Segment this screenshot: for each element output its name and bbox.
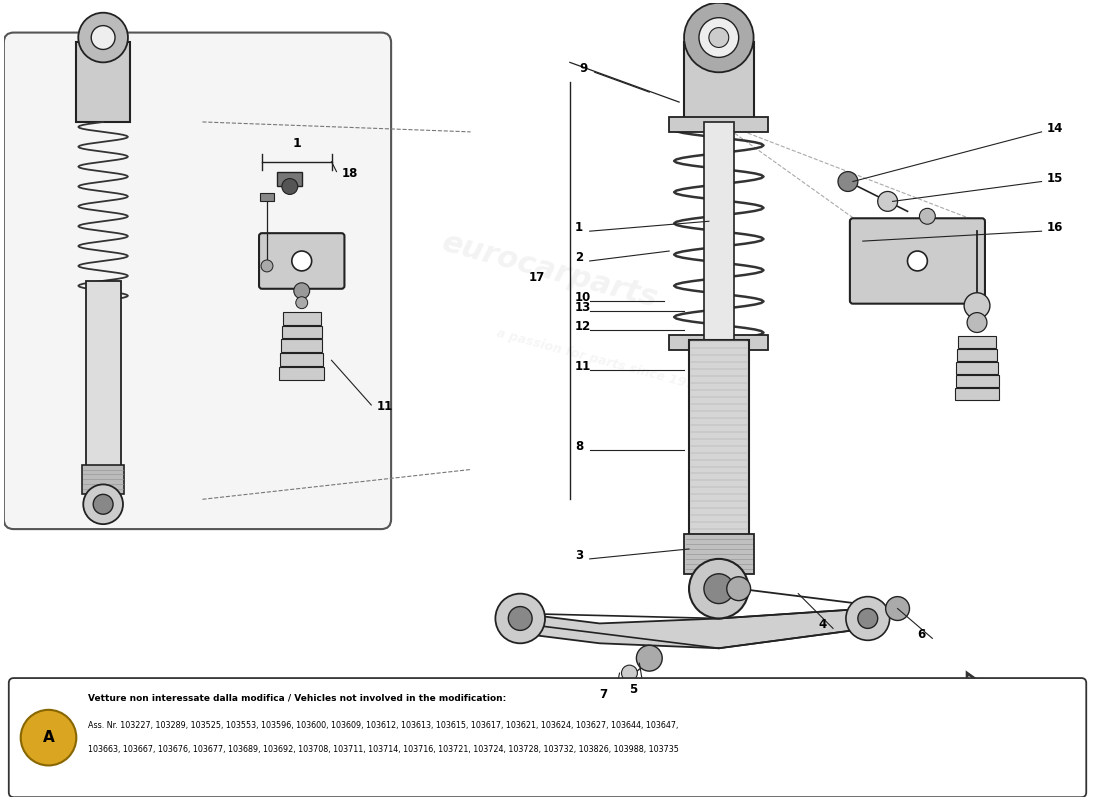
Circle shape <box>908 251 927 271</box>
Text: Ass. Nr. 103227, 103289, 103525, 103553, 103596, 103600, 103609, 103612, 103613,: Ass. Nr. 103227, 103289, 103525, 103553,… <box>88 722 679 730</box>
Polygon shape <box>704 122 734 341</box>
Circle shape <box>294 283 310 298</box>
Circle shape <box>261 260 273 272</box>
Polygon shape <box>82 465 124 494</box>
Text: 16: 16 <box>1046 221 1063 234</box>
Polygon shape <box>956 362 998 374</box>
Text: 103663, 103667, 103676, 103677, 103689, 103692, 103708, 103711, 103714, 103716, : 103663, 103667, 103676, 103677, 103689, … <box>88 745 679 754</box>
Circle shape <box>637 646 662 671</box>
Polygon shape <box>282 326 321 338</box>
Polygon shape <box>684 534 754 574</box>
Circle shape <box>296 297 308 309</box>
Text: 17: 17 <box>529 271 544 284</box>
Polygon shape <box>86 281 121 470</box>
Text: 11: 11 <box>575 360 591 374</box>
Polygon shape <box>282 339 322 352</box>
Polygon shape <box>957 350 997 362</box>
Circle shape <box>282 178 298 194</box>
Polygon shape <box>955 388 1000 400</box>
Text: 14: 14 <box>1046 122 1063 135</box>
FancyBboxPatch shape <box>9 678 1087 798</box>
Circle shape <box>94 494 113 514</box>
Circle shape <box>684 2 754 72</box>
Circle shape <box>920 208 935 224</box>
Circle shape <box>84 485 123 524</box>
Text: 1: 1 <box>575 221 583 234</box>
Circle shape <box>704 574 734 603</box>
Circle shape <box>698 18 739 58</box>
Circle shape <box>621 665 637 681</box>
Polygon shape <box>958 337 996 348</box>
Circle shape <box>838 171 858 191</box>
Text: eurocarparts: eurocarparts <box>439 228 661 314</box>
FancyBboxPatch shape <box>850 218 984 304</box>
Text: 4: 4 <box>818 618 826 631</box>
Circle shape <box>21 710 76 766</box>
Circle shape <box>878 191 898 211</box>
Text: 11: 11 <box>376 400 393 413</box>
Circle shape <box>689 559 749 618</box>
Circle shape <box>727 577 750 601</box>
Text: 13: 13 <box>575 301 591 314</box>
Polygon shape <box>689 341 749 539</box>
Circle shape <box>292 251 311 271</box>
Text: a passion for parts since 1978: a passion for parts since 1978 <box>495 326 704 394</box>
Bar <box>277 171 301 186</box>
Circle shape <box>508 606 532 630</box>
Text: 2: 2 <box>575 251 583 264</box>
Circle shape <box>858 609 878 629</box>
Polygon shape <box>280 354 323 366</box>
Polygon shape <box>283 312 321 325</box>
Text: 5: 5 <box>629 683 638 696</box>
Circle shape <box>886 597 910 621</box>
Circle shape <box>967 313 987 333</box>
FancyBboxPatch shape <box>258 233 344 289</box>
Text: 8: 8 <box>575 440 583 453</box>
Text: 12: 12 <box>575 321 591 334</box>
Polygon shape <box>669 117 769 132</box>
Text: 18: 18 <box>341 166 358 179</box>
Text: 9: 9 <box>580 62 588 75</box>
Circle shape <box>964 293 990 318</box>
Polygon shape <box>956 375 999 387</box>
Text: A: A <box>43 730 54 745</box>
Text: 6: 6 <box>917 628 926 642</box>
Text: 3: 3 <box>575 549 583 562</box>
Polygon shape <box>684 42 754 122</box>
Circle shape <box>495 594 544 643</box>
Circle shape <box>78 13 128 62</box>
FancyBboxPatch shape <box>3 33 392 529</box>
Text: 15: 15 <box>1046 171 1063 185</box>
Circle shape <box>91 26 116 50</box>
Polygon shape <box>279 367 324 380</box>
Text: 1: 1 <box>293 137 301 150</box>
Circle shape <box>846 597 890 640</box>
Polygon shape <box>76 42 131 122</box>
Polygon shape <box>520 609 868 648</box>
Text: Vetture non interessate dalla modifica / Vehicles not involved in the modificati: Vetture non interessate dalla modifica /… <box>88 694 506 702</box>
Bar <box>260 194 274 202</box>
Polygon shape <box>669 335 769 350</box>
Text: 10: 10 <box>575 290 591 304</box>
Text: 7: 7 <box>600 688 608 701</box>
Circle shape <box>708 28 728 47</box>
